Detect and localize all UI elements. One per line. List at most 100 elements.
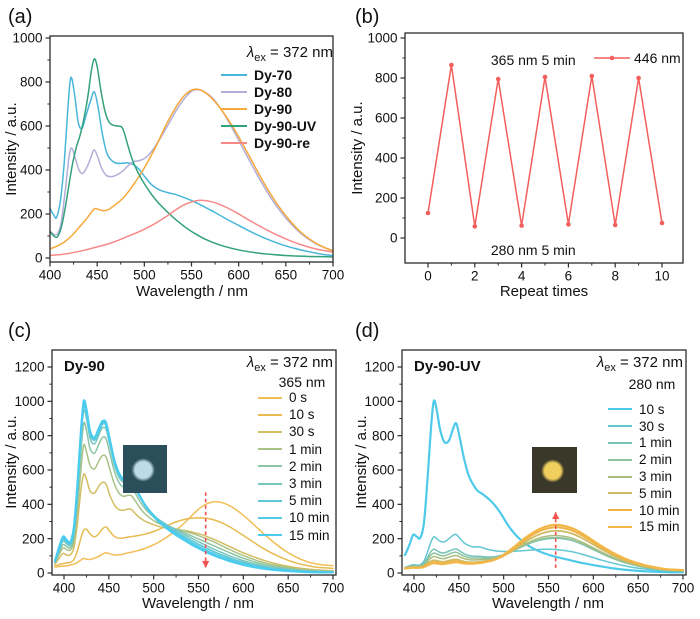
svg-text:4: 4 <box>518 269 526 284</box>
series-15-min <box>53 399 335 574</box>
svg-text:450: 450 <box>448 581 471 596</box>
legend-label: Dy-70 <box>254 66 293 83</box>
inset-photo-blue-sample <box>123 445 167 493</box>
panel-c-irradiation-wavelength: 365 nm <box>278 374 326 390</box>
svg-text:400: 400 <box>403 581 426 596</box>
legend-item-10-min: 10 min <box>258 509 330 526</box>
legend-line-swatch <box>258 413 282 416</box>
svg-text:450: 450 <box>86 268 109 283</box>
series-Dy-90 <box>50 88 333 252</box>
series-Dy-90-re <box>50 199 333 257</box>
legend-label: Dy-90-UV <box>254 117 317 134</box>
legend-line-swatch <box>221 107 247 110</box>
data-point-marker <box>449 62 454 68</box>
panel-a-legend: Dy-70 Dy-80 Dy-90 Dy-90-UV Dy-90-re <box>221 66 316 151</box>
data-point-marker <box>659 220 665 226</box>
legend-item-0-s: 0 s <box>258 389 330 406</box>
series-Dy-80 <box>50 88 333 252</box>
svg-text:600: 600 <box>20 119 43 134</box>
panel-a-x-axis-title: Wavelength / nm <box>136 283 248 300</box>
svg-text:500: 500 <box>492 581 515 596</box>
legend-label: Dy-90-re <box>254 134 311 151</box>
trend-arrow-head <box>202 560 210 568</box>
annotation-text: 365 nm 5 min <box>491 52 576 68</box>
legend-item-Dy-90-re: Dy-90-re <box>221 134 316 151</box>
panel-c-plot: 400 450 500 550 600 650 700 0 200 400 600 800 1000 12… <box>14 349 345 596</box>
legend-item-15-min: 15 min <box>258 527 330 544</box>
svg-text:500: 500 <box>142 581 165 596</box>
legend-item-10-s: 10 s <box>608 401 680 418</box>
data-point-marker <box>542 74 548 80</box>
legend-label: 2 min <box>639 452 673 468</box>
legend-item-5-min: 5 min <box>608 485 680 502</box>
legend-item-Dy-90-UV: Dy-90-UV <box>221 117 316 134</box>
svg-text:600: 600 <box>227 268 250 283</box>
legend-label: 3 min <box>639 469 673 485</box>
lambda-symbol: λ <box>246 44 255 61</box>
data-point-marker <box>472 224 478 229</box>
panel-a-label: (a) <box>8 6 33 28</box>
panel-d-label: (d) <box>355 320 380 342</box>
panel-b-x-axis-title: Repeat times <box>499 283 589 300</box>
legend-line-swatch <box>258 396 282 399</box>
svg-text:1200: 1200 <box>14 360 44 375</box>
panel-d-sample-title: Dy-90-UV <box>414 358 481 375</box>
svg-text:1000: 1000 <box>367 31 397 46</box>
panel-c-label: (c) <box>8 320 32 342</box>
legend-label: 5 min <box>289 493 323 509</box>
svg-text:600: 600 <box>372 463 395 478</box>
excitation-value: = 372 nm <box>615 354 683 371</box>
legend-label: 2 min <box>289 458 323 474</box>
panel-d: 400 450 500 550 600 650 700 0 200 400 600 800 1000 12… <box>350 310 700 619</box>
svg-text:650: 650 <box>627 581 650 596</box>
panel-b-legend: 446 nm <box>593 49 681 67</box>
excitation-value: = 372 nm <box>265 44 333 61</box>
axes: 400 450 500 550 600 650 700 0 200 400 600 800 1000 12… <box>364 349 695 596</box>
svg-text:550: 550 <box>187 581 210 596</box>
legend-line-swatch <box>258 482 282 485</box>
legend-item-30-s: 30 s <box>608 418 680 435</box>
svg-text:200: 200 <box>22 531 45 546</box>
series-group <box>403 399 685 574</box>
axes: 0 2 4 6 8 10 0 200 400 600 800 1000 <box>367 31 684 284</box>
panel-a-excitation-label: λex = 372 nm <box>247 44 333 64</box>
series-group <box>50 58 333 258</box>
legend-line-swatch <box>221 141 247 144</box>
axes: 400 450 500 550 600 650 700 0 200 400 600 800 1000 <box>12 31 344 283</box>
legend-line-swatch <box>608 441 632 444</box>
series-group <box>53 399 335 574</box>
legend-item-10-s: 10 s <box>258 406 330 423</box>
svg-text:1000: 1000 <box>12 31 42 46</box>
svg-text:400: 400 <box>22 497 45 512</box>
svg-text:700: 700 <box>322 581 345 596</box>
svg-text:550: 550 <box>180 268 203 283</box>
panel-b-plot: 365 nm 5 min 280 nm 5 min 0 2 4 6 8 10 0 200 400 60… <box>367 31 684 284</box>
svg-text:700: 700 <box>672 581 695 596</box>
series-446-nm <box>427 64 663 228</box>
legend-item-15-min: 15 min <box>608 519 680 536</box>
panel-d-irradiation-wavelength: 280 nm <box>628 376 676 392</box>
series-group <box>425 62 665 229</box>
svg-text:800: 800 <box>372 428 395 443</box>
data-point-marker <box>566 222 571 227</box>
svg-text:1000: 1000 <box>364 394 394 409</box>
lambda-subscript: ex <box>254 362 266 374</box>
svg-text:400: 400 <box>20 163 43 178</box>
legend-item-30-s: 30 s <box>258 423 330 440</box>
legend-label: Dy-80 <box>254 83 293 100</box>
data-point-marker <box>495 76 501 82</box>
legend-line-swatch <box>608 408 632 411</box>
svg-text:200: 200 <box>372 531 395 546</box>
series-15-min <box>403 523 685 572</box>
panel-b-label: (b) <box>355 6 380 28</box>
svg-text:800: 800 <box>22 428 45 443</box>
legend-line-swatch <box>608 492 632 495</box>
series-10-s <box>54 516 334 570</box>
panel-a-y-axis-title: Intensity / a.u. <box>3 102 20 196</box>
legend-label: 30 s <box>639 418 665 434</box>
svg-text:600: 600 <box>582 581 605 596</box>
svg-text:800: 800 <box>20 75 43 90</box>
lambda-symbol: λ <box>246 354 255 371</box>
